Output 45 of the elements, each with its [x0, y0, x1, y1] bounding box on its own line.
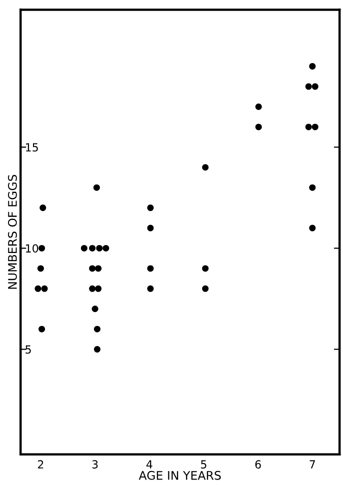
x-tick-label: 7	[310, 460, 315, 468]
point	[41, 285, 48, 292]
point	[102, 244, 110, 252]
point	[40, 204, 46, 212]
point	[95, 285, 102, 292]
point	[80, 244, 88, 252]
point	[94, 346, 100, 353]
y-axis-title: NUMBERS OF EGGS	[8, 174, 17, 289]
point	[305, 124, 312, 130]
y-tick-label: 5	[26, 345, 31, 354]
point	[94, 326, 100, 332]
x-tick-label: 4	[146, 460, 152, 468]
y-tick-label: 10	[26, 244, 38, 253]
point	[95, 265, 102, 272]
point	[147, 285, 154, 292]
y-tick-label: 15	[26, 143, 38, 152]
point	[305, 83, 312, 90]
point	[202, 285, 209, 292]
point	[312, 83, 318, 90]
point	[92, 306, 98, 312]
point	[89, 265, 96, 272]
point	[89, 285, 96, 292]
point	[147, 204, 154, 212]
point	[255, 124, 262, 130]
x-tick-label: 3	[92, 460, 98, 469]
point	[34, 285, 42, 292]
point	[93, 184, 100, 191]
point	[96, 244, 103, 252]
point	[255, 103, 262, 110]
point	[309, 184, 316, 191]
point	[38, 244, 46, 252]
point	[309, 63, 316, 70]
point	[38, 326, 46, 332]
point	[202, 164, 209, 171]
x-tick-label: 6	[255, 460, 261, 469]
x-tick-label: 2	[38, 460, 44, 468]
point	[202, 265, 209, 272]
point	[147, 224, 154, 232]
point	[147, 265, 154, 272]
x-axis-title: AGE IN YEARS	[138, 470, 221, 480]
point	[312, 124, 318, 130]
point	[89, 244, 96, 252]
x-tick-label: 5	[201, 460, 206, 469]
point	[309, 224, 316, 232]
point	[37, 265, 44, 272]
